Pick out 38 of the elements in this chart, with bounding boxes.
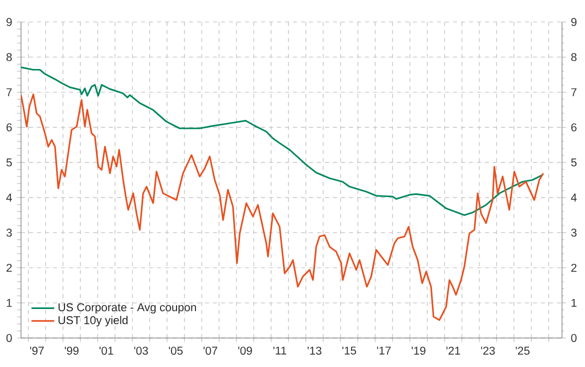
y-tick-label: 7 — [571, 88, 576, 96]
x-tick-label: '13 — [308, 346, 322, 355]
y2-tick-label: 6 — [6, 123, 12, 132]
x-tick-label: '23 — [481, 346, 495, 355]
x-tick-label: '15 — [342, 346, 356, 355]
y2-tick-label: 2 — [6, 264, 12, 272]
y-tick-label: 3 — [571, 228, 577, 237]
x-tick-label: '03 — [134, 346, 148, 355]
x-tick-label: '19 — [412, 346, 426, 355]
x-tick-label: '17 — [377, 346, 391, 354]
x-tick-label: '99 — [64, 346, 79, 355]
x-tick-label: '11 — [273, 346, 286, 354]
x-tick-label: '21 — [446, 346, 460, 355]
y2-tick-label: 7 — [6, 88, 12, 96]
line-series — [21, 66, 544, 216]
y2-tick-label: 3 — [6, 228, 12, 237]
y-tick-label: 0 — [571, 334, 577, 342]
y-tick-label: 1 — [572, 298, 576, 307]
y2-tick-label: 0 — [6, 334, 12, 342]
x-tick-label: '07 — [204, 346, 218, 355]
x-tick-label: '01 — [100, 346, 114, 355]
y2-tick-label: 5 — [6, 158, 12, 166]
x-tick-label: '25 — [516, 346, 530, 355]
y2-tick-label: 8 — [6, 53, 12, 62]
legend-label: US Corporate - Avg coupon — [58, 303, 196, 314]
y-tick-label: 6 — [571, 123, 577, 132]
x-tick-label: '09 — [238, 346, 252, 355]
x-tick-label: '05 — [168, 346, 183, 355]
y-tick-label: 9 — [571, 18, 576, 26]
y2-tick-label: 9 — [6, 18, 12, 26]
y-tick-label: 8 — [571, 53, 577, 62]
y2-tick-label: 1 — [6, 298, 12, 307]
y2-tick-label: 4 — [6, 194, 12, 202]
x-tick-label: '97 — [30, 346, 44, 355]
legend-label: UST 10y yield — [58, 316, 128, 326]
y-tick-label: 4 — [570, 194, 577, 202]
y-tick-label: 2 — [571, 264, 576, 272]
y-tick-label: 5 — [571, 158, 577, 166]
